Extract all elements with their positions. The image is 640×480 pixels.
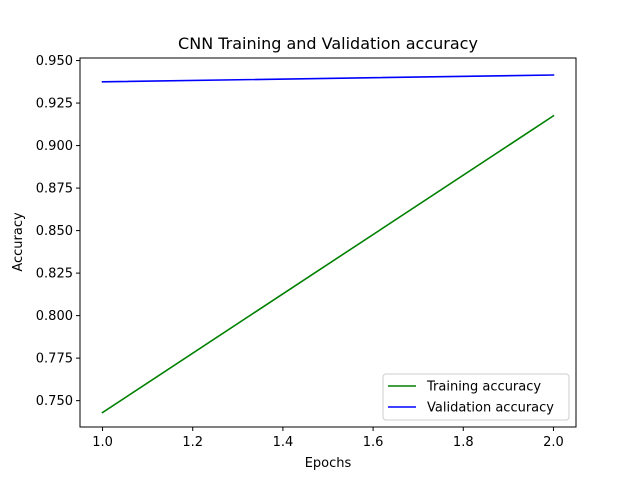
x-tick-label: 1.4 — [273, 435, 294, 450]
y-tick-label: 0.925 — [36, 97, 73, 112]
y-tick-label: 0.775 — [36, 352, 73, 367]
y-tick-label: 0.850 — [36, 224, 73, 239]
chart-title: CNN Training and Validation accuracy — [178, 34, 478, 53]
legend-box — [382, 373, 570, 421]
x-tick-label: 1.6 — [363, 435, 384, 450]
x-tick-label: 1.2 — [182, 435, 203, 450]
x-axis: 1.0 1.2 1.4 1.6 1.8 2.0 — [92, 427, 564, 450]
x-tick-label: 2.0 — [543, 435, 564, 450]
y-tick-label: 0.900 — [36, 139, 73, 154]
y-tick-label: 0.875 — [36, 182, 73, 197]
x-tick-label: 1.0 — [92, 435, 113, 450]
legend-label: Validation accuracy — [427, 401, 554, 416]
y-tick-label: 0.950 — [36, 54, 73, 69]
y-tick-label: 0.800 — [36, 309, 73, 324]
series-line-training-accuracy — [101, 114, 555, 414]
plot-area — [79, 57, 577, 428]
x-tick-label: 1.8 — [453, 435, 474, 450]
y-axis: 0.750 0.775 0.800 0.825 0.850 0.875 0.900 0.925… — [36, 54, 80, 409]
y-tick-label: 0.825 — [36, 267, 73, 282]
y-tick-label: 0.750 — [36, 394, 73, 409]
legend-label: Training accuracy — [426, 380, 541, 395]
axes-frame — [79, 57, 577, 428]
x-axis-title: Epochs — [305, 456, 352, 471]
legend: Training accuracy Validation accuracy — [382, 373, 570, 421]
series-group — [101, 74, 555, 414]
series-line-validation-accuracy — [101, 74, 555, 83]
y-axis-title: Accuracy — [11, 212, 26, 272]
